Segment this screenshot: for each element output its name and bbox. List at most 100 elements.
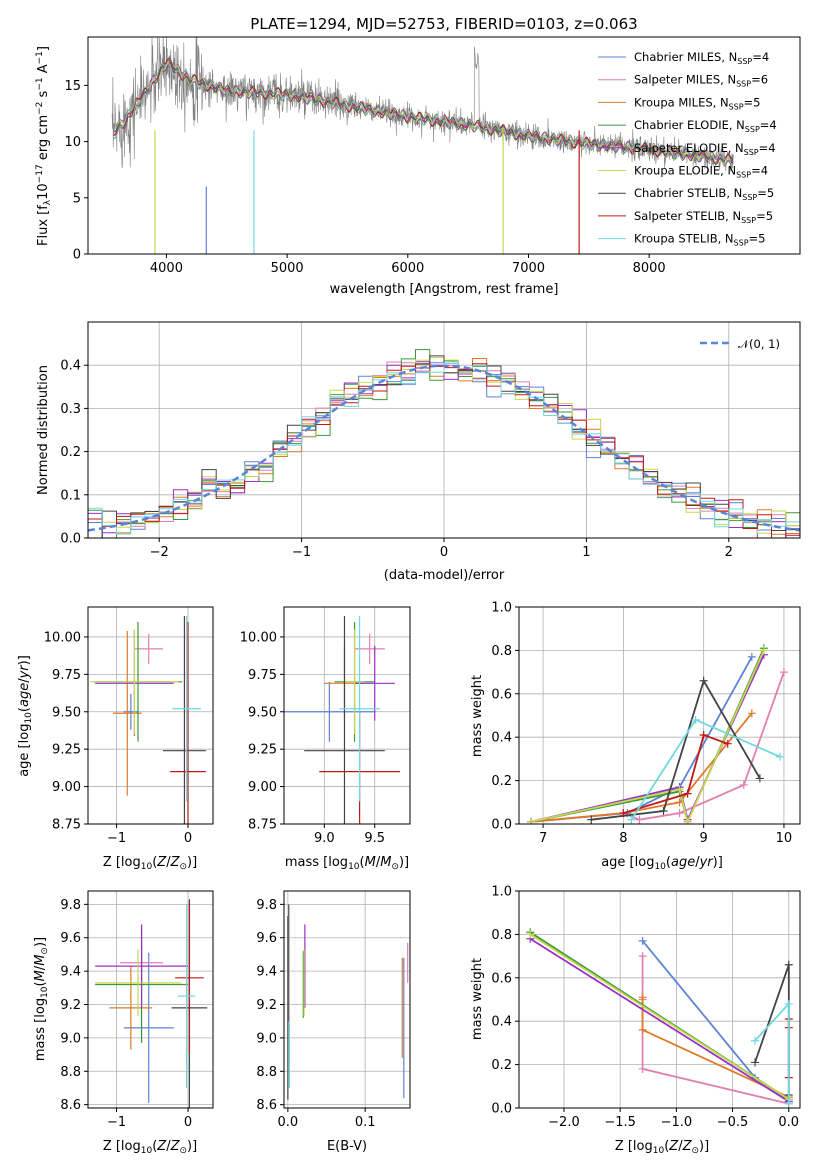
spectrum-y-tick-label: 0 xyxy=(73,248,81,263)
mass-weight-marker-kroupa_stelib xyxy=(751,1036,760,1045)
mass-vs-extinction-y-tick-label: 8.6 xyxy=(256,1098,277,1113)
model-spectrum-kroupa_stelib xyxy=(113,63,734,168)
weight-vs-metallicity-y-tick-label: 0.6 xyxy=(491,971,512,986)
spectrum-y-tick-label: 5 xyxy=(73,191,81,206)
age-vs-mass-plot-area xyxy=(284,615,400,824)
age-vs-mass-axes-frame xyxy=(283,606,411,825)
spectrum-plot-area xyxy=(111,37,734,254)
mass-vs-extinction-y-tick-label: 9.2 xyxy=(256,998,277,1013)
mass-vs-extinction-x-tick-label: 0.0 xyxy=(278,1115,299,1130)
mass-weight-marker-kroupa_elodie xyxy=(526,930,535,939)
mass-vs-metallicity-y-tick-label: 8.8 xyxy=(60,1065,81,1080)
mass-vs-metallicity-y-tick-label: 9.2 xyxy=(60,998,81,1013)
mass-weight-line-salpeter_stelib xyxy=(623,733,729,814)
weight-vs-metallicity-y-tick-label: 0.8 xyxy=(491,928,512,943)
mass-vs-metallicity-plot-area xyxy=(95,899,208,1108)
mass-vs-extinction-y-tick-label: 9.0 xyxy=(256,1031,277,1046)
mass-weight-line-kroupa_elodie xyxy=(529,933,790,1101)
spectrum-x-tick-label: 5000 xyxy=(271,261,304,276)
mass-weight-line-chabrier_stelib xyxy=(591,678,761,821)
mass-vs-extinction-x-tick-label: 0.1 xyxy=(355,1115,376,1130)
residual-x-tick-label: −1 xyxy=(292,545,311,560)
mass-weight-marker-kroupa_stelib xyxy=(784,1099,793,1108)
age-vs-metallicity-y-tick-label: 8.75 xyxy=(52,818,81,833)
mass-vs-metallicity-axes-frame xyxy=(87,890,214,1109)
mass-weight-marker-kroupa_miles xyxy=(638,993,647,1002)
mass-weight-marker-kroupa_elodie xyxy=(683,817,692,824)
weight-vs-age-y-tick-label: 0.4 xyxy=(491,731,512,746)
weight-vs-metallicity-x-tick-label: −1.5 xyxy=(604,1115,636,1130)
age-vs-metallicity-y-tick-label: 9.50 xyxy=(52,705,81,720)
spectrum-x-tick-label: 4000 xyxy=(150,261,183,276)
mass-vs-extinction-x-axis-label: E(B-V) xyxy=(327,1139,367,1154)
spectrum-y-tick-label: 10 xyxy=(64,135,81,150)
residual-x-tick-label: 0 xyxy=(440,545,448,560)
weight-vs-age-axes-frame xyxy=(518,606,801,825)
mass-weight-marker-salpeter_stelib xyxy=(683,789,692,798)
age-vs-mass-y-tick-label: 9.50 xyxy=(248,705,277,720)
mass-vs-extinction-y-tick-label: 9.6 xyxy=(256,931,277,946)
legend-label-kroupa_miles: Kroupa MILES, NSSP=5 xyxy=(634,95,760,111)
mass-weight-line-kroupa_elodie xyxy=(530,650,765,824)
age-vs-metallicity-axes-frame xyxy=(87,606,214,825)
mass-vs-extinction-y-tick-label: 9.4 xyxy=(256,965,277,980)
age-vs-mass-y-tick-label: 9.25 xyxy=(248,743,277,758)
mass-weight-marker-salpeter_miles xyxy=(638,952,647,961)
age-vs-mass-x-tick-label: 9.5 xyxy=(364,831,385,846)
mass-weight-marker-salpeter_miles xyxy=(779,668,788,677)
spectrum-axes-frame xyxy=(87,36,801,255)
mass-weight-marker-chabrier_stelib xyxy=(659,806,668,815)
age-vs-mass-y-tick-label: 9.75 xyxy=(248,668,277,683)
mass-weight-marker-salpeter_miles xyxy=(739,780,748,789)
legend-label-chabrier_stelib: Chabrier STELIB, NSSP=5 xyxy=(634,186,774,202)
age-vs-metallicity-x-axis-label: Z [log10(Z/Z⊙)] xyxy=(103,855,197,872)
mass-weight-marker-chabrier_stelib xyxy=(755,774,764,783)
weight-vs-metallicity-x-tick-label: −2.0 xyxy=(548,1115,580,1130)
weight-vs-metallicity-x-tick-label: −0.5 xyxy=(717,1115,749,1130)
age-vs-metallicity-y-tick-label: 9.25 xyxy=(52,743,81,758)
age-vs-metallicity-plot-area xyxy=(90,615,206,824)
mass-weight-line-salpeter_elodie xyxy=(529,937,790,1103)
legend-label-chabrier_miles: Chabrier MILES, NSSP=4 xyxy=(634,50,769,66)
residual-y-tick-label: 0.4 xyxy=(60,359,81,374)
mass-vs-metallicity-y-axis-label: mass [log10(M/M⊙)] xyxy=(33,937,50,1061)
mass-vs-extinction-plot-area xyxy=(287,904,409,1100)
age-vs-metallicity-x-tick-label: −1 xyxy=(107,831,126,846)
mass-vs-metallicity-y-tick-label: 9.6 xyxy=(60,931,81,946)
mass-weight-marker-kroupa_miles xyxy=(747,709,756,718)
residual-y-tick-label: 0.1 xyxy=(60,488,81,503)
mass-weight-line-kroupa_miles xyxy=(641,997,790,1099)
mass-vs-extinction-y-tick-label: 9.8 xyxy=(256,898,277,913)
age-vs-metallicity-x-tick-label: 0 xyxy=(184,831,192,846)
mass-weight-marker-chabrier_miles xyxy=(747,652,756,661)
mass-weight-line-salpeter_miles xyxy=(641,956,790,1105)
mass-weight-marker-kroupa_elodie xyxy=(527,817,536,824)
residual-plot-area xyxy=(88,349,800,538)
weight-vs-age-y-axis-label: mass weight xyxy=(470,675,485,757)
mass-vs-metallicity-y-tick-label: 9.4 xyxy=(60,965,81,980)
legend-label-salpeter_miles: Salpeter MILES, NSSP=6 xyxy=(634,73,768,89)
residual-x-tick-label: 2 xyxy=(725,545,733,560)
mass-weight-marker-kroupa_stelib xyxy=(691,715,700,724)
age-vs-mass-x-tick-label: 9.0 xyxy=(314,831,335,846)
residual-x-tick-label: 1 xyxy=(582,545,590,560)
residual-axes-frame xyxy=(87,321,801,539)
weight-vs-metallicity-y-axis-label: mass weight xyxy=(470,958,485,1040)
mass-vs-metallicity-x-tick-label: 0 xyxy=(184,1115,192,1130)
weight-vs-age-y-tick-label: 0.8 xyxy=(491,644,512,659)
spectrum-x-tick-label: 8000 xyxy=(633,261,666,276)
mass-weight-marker-salpeter_miles xyxy=(635,815,644,824)
residual-x-axis-label: (data-model)/error xyxy=(384,568,505,583)
mass-weight-marker-salpeter_stelib xyxy=(723,739,732,748)
mass-vs-metallicity-y-tick-label: 8.6 xyxy=(60,1098,81,1113)
age-vs-metallicity-y-tick-label: 9.75 xyxy=(52,668,81,683)
mass-weight-marker-kroupa_miles xyxy=(638,1025,647,1034)
weight-vs-age-y-tick-label: 1.0 xyxy=(491,601,512,616)
legend-label-normal: 𝒩(0, 1) xyxy=(738,337,780,351)
age-vs-mass-y-tick-label: 8.75 xyxy=(248,818,277,833)
mass-vs-metallicity-x-axis-label: Z [log10(Z/Z⊙)] xyxy=(103,1139,197,1156)
mass-vs-metallicity-x-tick-label: −1 xyxy=(107,1115,126,1130)
legend-label-salpeter_stelib: Salpeter STELIB, NSSP=5 xyxy=(634,209,773,225)
age-vs-mass-y-tick-label: 9.00 xyxy=(248,780,277,795)
age-vs-metallicity-y-tick-label: 9.00 xyxy=(52,780,81,795)
